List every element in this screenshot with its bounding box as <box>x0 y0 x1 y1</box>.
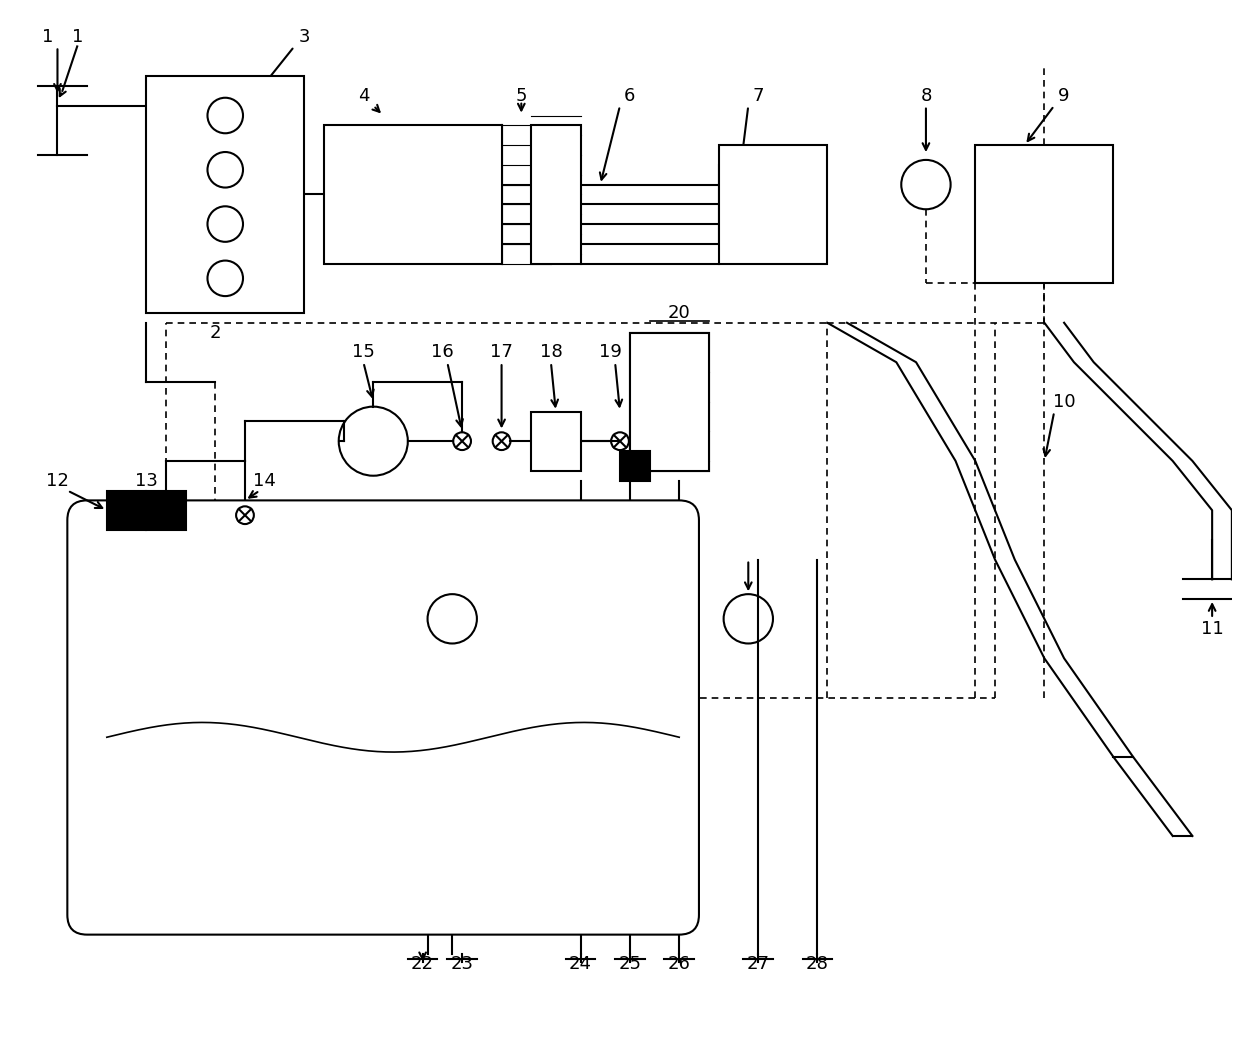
Bar <box>146 491 186 530</box>
Text: 19: 19 <box>599 343 621 361</box>
Text: 2: 2 <box>210 323 221 341</box>
Text: 18: 18 <box>539 343 562 361</box>
Bar <box>531 125 580 264</box>
Text: 12: 12 <box>46 472 69 490</box>
Text: 17: 17 <box>490 343 513 361</box>
Text: 5: 5 <box>516 87 527 105</box>
Text: 11: 11 <box>1200 620 1224 638</box>
Bar <box>976 145 1114 283</box>
Text: 15: 15 <box>352 343 374 361</box>
Text: 10: 10 <box>1053 392 1075 410</box>
Text: 14: 14 <box>253 472 277 490</box>
Text: 3: 3 <box>299 28 310 46</box>
Bar <box>107 491 146 530</box>
Text: 28: 28 <box>806 955 828 973</box>
Text: 1: 1 <box>72 28 83 46</box>
Bar <box>630 333 709 471</box>
Text: 8: 8 <box>920 87 931 105</box>
Text: 26: 26 <box>668 955 691 973</box>
Text: 1: 1 <box>42 28 53 46</box>
Bar <box>531 411 580 471</box>
Bar <box>719 145 827 264</box>
Text: 24: 24 <box>569 955 591 973</box>
Text: 7: 7 <box>753 87 764 105</box>
Text: 22: 22 <box>412 955 434 973</box>
Text: 4: 4 <box>357 87 370 105</box>
Bar <box>620 452 650 480</box>
Text: 23: 23 <box>450 955 474 973</box>
Text: 20: 20 <box>668 304 691 322</box>
Text: 9: 9 <box>1059 87 1070 105</box>
Text: 27: 27 <box>746 955 770 973</box>
Bar <box>630 333 709 471</box>
Bar <box>146 76 304 313</box>
Text: 6: 6 <box>624 87 636 105</box>
FancyBboxPatch shape <box>67 500 699 935</box>
Text: 25: 25 <box>619 955 641 973</box>
Text: 16: 16 <box>432 343 454 361</box>
Text: 13: 13 <box>135 472 157 490</box>
Bar <box>324 125 501 264</box>
Polygon shape <box>136 500 176 520</box>
